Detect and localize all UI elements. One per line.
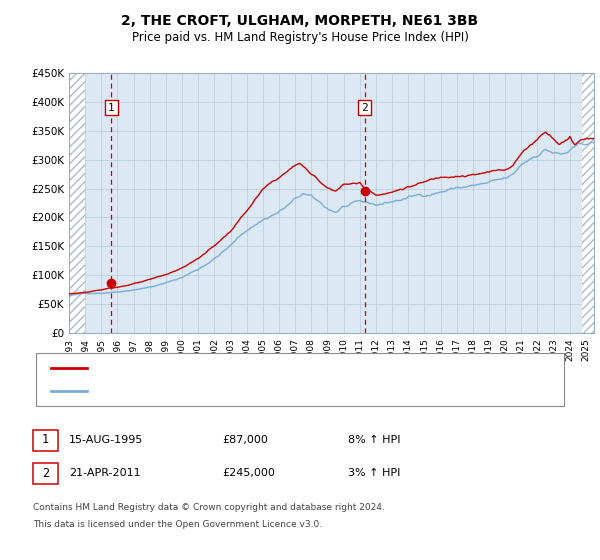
Bar <box>69 73 85 333</box>
Text: 2, THE CROFT, ULGHAM, MORPETH, NE61 3BB: 2, THE CROFT, ULGHAM, MORPETH, NE61 3BB <box>121 14 479 28</box>
Text: HPI: Average price, detached house, Northumberland: HPI: Average price, detached house, Nort… <box>94 386 373 396</box>
Text: Contains HM Land Registry data © Crown copyright and database right 2024.: Contains HM Land Registry data © Crown c… <box>33 503 385 512</box>
Text: This data is licensed under the Open Government Licence v3.0.: This data is licensed under the Open Gov… <box>33 520 322 529</box>
Text: £87,000: £87,000 <box>222 435 268 445</box>
Text: 1: 1 <box>108 102 115 113</box>
Text: Price paid vs. HM Land Registry's House Price Index (HPI): Price paid vs. HM Land Registry's House … <box>131 31 469 44</box>
Text: £245,000: £245,000 <box>222 468 275 478</box>
Text: 8% ↑ HPI: 8% ↑ HPI <box>348 435 401 445</box>
Text: 21-APR-2011: 21-APR-2011 <box>69 468 140 478</box>
Text: 1: 1 <box>42 433 49 446</box>
Text: 3% ↑ HPI: 3% ↑ HPI <box>348 468 400 478</box>
Text: 2: 2 <box>42 466 49 480</box>
Bar <box>582 73 594 333</box>
Text: 15-AUG-1995: 15-AUG-1995 <box>69 435 143 445</box>
Text: 2, THE CROFT, ULGHAM, MORPETH, NE61 3BB (detached house): 2, THE CROFT, ULGHAM, MORPETH, NE61 3BB … <box>94 363 428 373</box>
Text: 2: 2 <box>361 102 368 113</box>
